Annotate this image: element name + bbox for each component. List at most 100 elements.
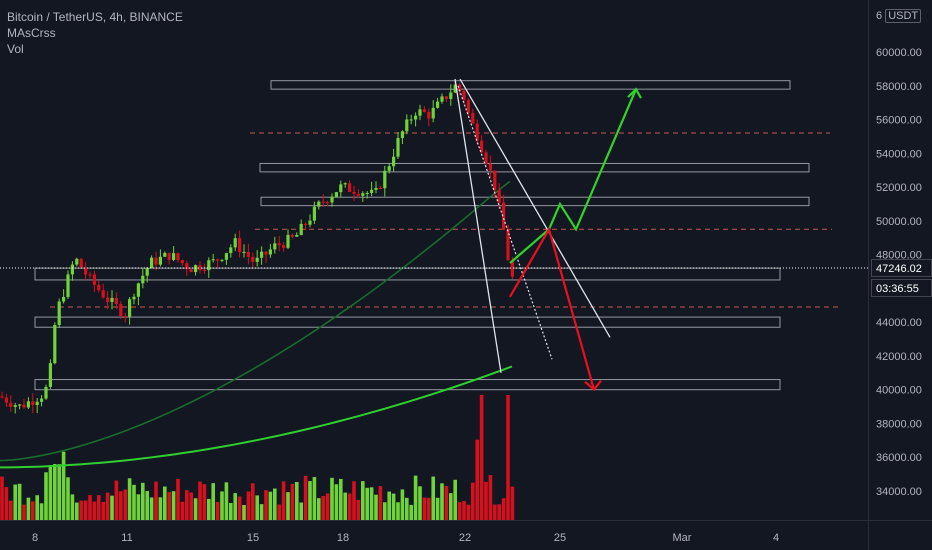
volume-bar bbox=[79, 500, 83, 520]
resistance-zone bbox=[270, 80, 791, 90]
price-axis[interactable]: 34000.00 36000.00 38000.00 40000.00 42000.00… bbox=[876, 47, 922, 498]
candle-body bbox=[242, 251, 246, 253]
candle-body bbox=[488, 163, 492, 171]
candle-body bbox=[233, 238, 237, 248]
candle-body bbox=[176, 253, 180, 261]
volume-bar bbox=[123, 489, 127, 520]
volume-bar bbox=[246, 491, 251, 520]
volume-bar bbox=[136, 494, 141, 520]
y-tick-label: 44000.00 bbox=[876, 317, 922, 329]
candle-body bbox=[44, 386, 48, 399]
volume-bar bbox=[83, 500, 88, 520]
candle-body bbox=[110, 297, 114, 302]
volume-bar bbox=[295, 482, 299, 520]
volume-bar bbox=[325, 493, 330, 520]
volume-bar bbox=[321, 495, 325, 520]
volume-bar bbox=[154, 481, 158, 520]
candle-body bbox=[326, 202, 330, 204]
candle-body bbox=[70, 264, 74, 275]
volume-bar bbox=[53, 464, 57, 520]
volume-bar bbox=[171, 491, 176, 520]
volume-bar bbox=[374, 494, 378, 520]
volume-bar bbox=[347, 493, 352, 520]
y-tick-label: 52000.00 bbox=[876, 182, 922, 194]
volume-bar bbox=[303, 476, 308, 520]
trendline-descending bbox=[459, 78, 611, 338]
candle-body bbox=[471, 112, 475, 124]
volume-bar bbox=[308, 481, 312, 520]
trendlines bbox=[454, 78, 611, 373]
candles bbox=[0, 80, 514, 414]
candle-body bbox=[273, 243, 277, 250]
candle-body bbox=[136, 283, 140, 297]
volume-bar bbox=[215, 501, 220, 520]
candle-body bbox=[123, 316, 127, 318]
candle-body bbox=[493, 170, 497, 191]
volume-bar bbox=[317, 498, 321, 520]
candle-body bbox=[9, 402, 13, 407]
resistance-zone bbox=[259, 162, 810, 173]
candle-body bbox=[57, 301, 61, 325]
volume-bar bbox=[158, 497, 163, 520]
candle-body bbox=[185, 263, 189, 270]
candle-body bbox=[255, 257, 259, 262]
candle-body bbox=[84, 267, 88, 275]
volume-bar bbox=[4, 487, 9, 520]
candle-body bbox=[343, 183, 347, 185]
resistance-zone bbox=[34, 379, 781, 391]
candle-body bbox=[400, 131, 404, 139]
volume-bar bbox=[343, 492, 347, 520]
y-tick-label: 60000.00 bbox=[876, 47, 922, 59]
y-tick-label: 58000.00 bbox=[876, 81, 922, 93]
candle-body bbox=[132, 296, 136, 300]
currency-box: USDT bbox=[885, 9, 922, 23]
candle-body bbox=[418, 109, 422, 116]
volume-bar bbox=[202, 484, 207, 520]
volume-bar bbox=[61, 451, 66, 520]
candle-body bbox=[361, 193, 365, 196]
volume-bar bbox=[356, 499, 361, 520]
time-axis[interactable]: 8 11 15 18 22 25 Mar 4 bbox=[32, 532, 779, 544]
candle-body bbox=[339, 184, 343, 193]
candle-body bbox=[75, 258, 79, 265]
x-tick-label: 15 bbox=[247, 532, 259, 544]
volume-bar bbox=[26, 497, 31, 520]
y-tick-label: 34000.00 bbox=[876, 486, 922, 498]
candle-body bbox=[172, 253, 176, 260]
y-tick-label: 48000.00 bbox=[876, 250, 922, 262]
ma-long-line bbox=[0, 365, 513, 469]
candle-body bbox=[158, 256, 162, 265]
volume-bar bbox=[75, 502, 79, 520]
currency-label[interactable]: 6 USDT bbox=[876, 9, 922, 23]
candle-body bbox=[238, 238, 242, 252]
candle-body bbox=[453, 84, 457, 93]
candle-body bbox=[220, 259, 224, 261]
bearish-arrowhead bbox=[584, 380, 602, 392]
trendline-steep bbox=[454, 78, 502, 373]
candle-body bbox=[295, 234, 299, 237]
volume-bar bbox=[268, 491, 273, 520]
volume-bar bbox=[233, 493, 237, 520]
candle-body bbox=[106, 297, 110, 302]
volume-bar bbox=[501, 498, 506, 520]
zones bbox=[34, 80, 840, 391]
candle-body bbox=[62, 297, 66, 302]
candle-body bbox=[22, 404, 26, 408]
volume-bar bbox=[39, 503, 44, 520]
candle-body bbox=[53, 324, 57, 364]
indicator-label[interactable]: MAsCrss bbox=[7, 26, 56, 40]
volume-bar bbox=[127, 478, 132, 520]
candle-body bbox=[31, 401, 35, 405]
candle-body bbox=[475, 123, 479, 141]
resistance-zone bbox=[34, 267, 781, 281]
candle-body bbox=[154, 257, 158, 265]
volume-bar bbox=[101, 501, 105, 520]
volume-label[interactable]: Vol bbox=[7, 42, 24, 56]
volume-bar bbox=[444, 485, 449, 520]
candle-body bbox=[334, 192, 338, 197]
candle-body bbox=[101, 290, 105, 298]
volume-bars bbox=[0, 395, 515, 520]
candle-body bbox=[506, 229, 510, 261]
symbol-title[interactable]: Bitcoin / TetherUS, 4h, BINANCE bbox=[7, 10, 183, 24]
